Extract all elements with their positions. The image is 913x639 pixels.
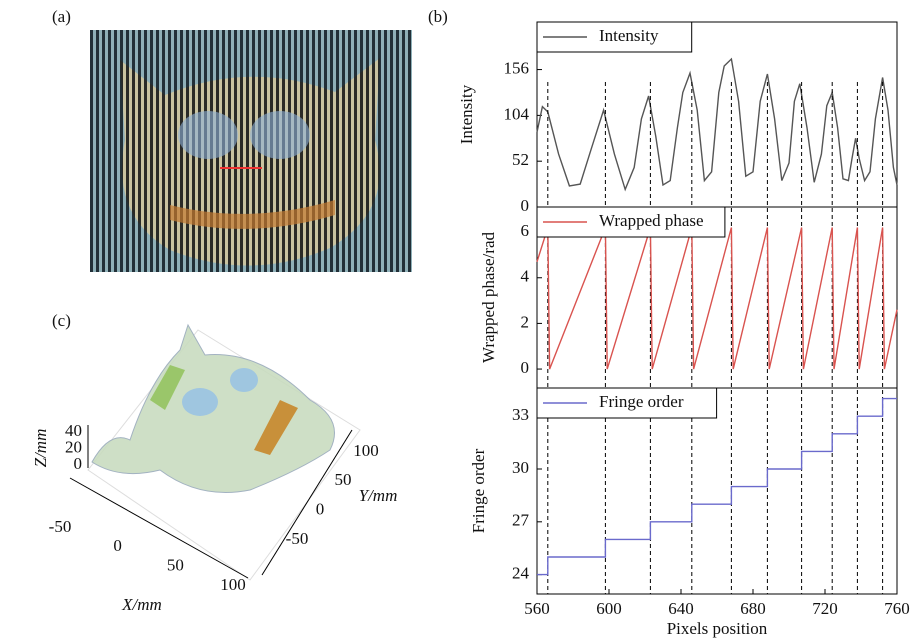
surface-eye — [182, 388, 218, 416]
legend-label: Fringe order — [599, 392, 684, 411]
y-tick-label: 50 — [335, 470, 352, 489]
x-tick-label: 680 — [740, 599, 766, 618]
x-axis-label: Pixels position — [667, 619, 768, 638]
z-tick-label: 0 — [74, 454, 83, 473]
x-tick-label: 50 — [167, 556, 184, 575]
x-tick-label: 0 — [113, 536, 122, 555]
y-tick-label: 100 — [353, 441, 379, 460]
y-tick-label: 0 — [521, 358, 530, 377]
panel-label: (b) — [428, 7, 448, 26]
data-line — [537, 399, 897, 575]
panel-label: (a) — [52, 7, 71, 26]
surface-eye — [230, 368, 258, 392]
y-tick-label: -50 — [286, 529, 309, 548]
y-tick-label: 30 — [512, 458, 529, 477]
y-tick-label: 2 — [521, 312, 530, 331]
y-tick-label: 24 — [512, 564, 530, 583]
plot-frame — [537, 388, 897, 594]
x-tick-label: 760 — [884, 599, 910, 618]
z-tick-label: 40 — [65, 421, 82, 440]
y-tick-label: 52 — [512, 150, 529, 169]
x-axis-label: X/mm — [121, 595, 162, 614]
fringe-image — [90, 30, 412, 272]
z-tick-label: 20 — [65, 437, 82, 456]
y-tick-label: 4 — [521, 267, 530, 286]
data-line — [537, 228, 897, 370]
y-axis-label: Y/mm — [359, 486, 398, 505]
y-tick-label: 0 — [521, 196, 530, 215]
y-tick-label: 104 — [504, 104, 530, 123]
y-axis-label: Wrapped phase/rad — [479, 232, 498, 364]
x-axis — [70, 478, 248, 578]
x-tick-label: 640 — [668, 599, 694, 618]
surface-plot — [88, 325, 360, 580]
y-tick-label: 0 — [316, 500, 325, 519]
legend-label: Wrapped phase — [599, 211, 704, 230]
data-line — [537, 59, 897, 189]
z-axis-label: Z/mm — [31, 429, 50, 468]
panel-label: (c) — [52, 311, 71, 330]
y-tick-label: 33 — [512, 405, 529, 424]
figure: (a) (b) (c) 0 52 104 156 Intensity Intensity 0… — [0, 0, 913, 639]
y-tick-label: 27 — [512, 511, 530, 530]
y-tick-label: 156 — [504, 58, 530, 77]
x-tick-label: 720 — [812, 599, 838, 618]
y-axis-label: Fringe order — [469, 448, 488, 533]
x-tick-label: 100 — [220, 575, 246, 594]
y-axis-label: Intensity — [457, 84, 476, 144]
x-tick-label: -50 — [49, 517, 72, 536]
legend-label: Intensity — [599, 26, 659, 45]
x-tick-label: 600 — [596, 599, 622, 618]
y-tick-label: 6 — [521, 221, 530, 240]
x-tick-label: 560 — [524, 599, 550, 618]
